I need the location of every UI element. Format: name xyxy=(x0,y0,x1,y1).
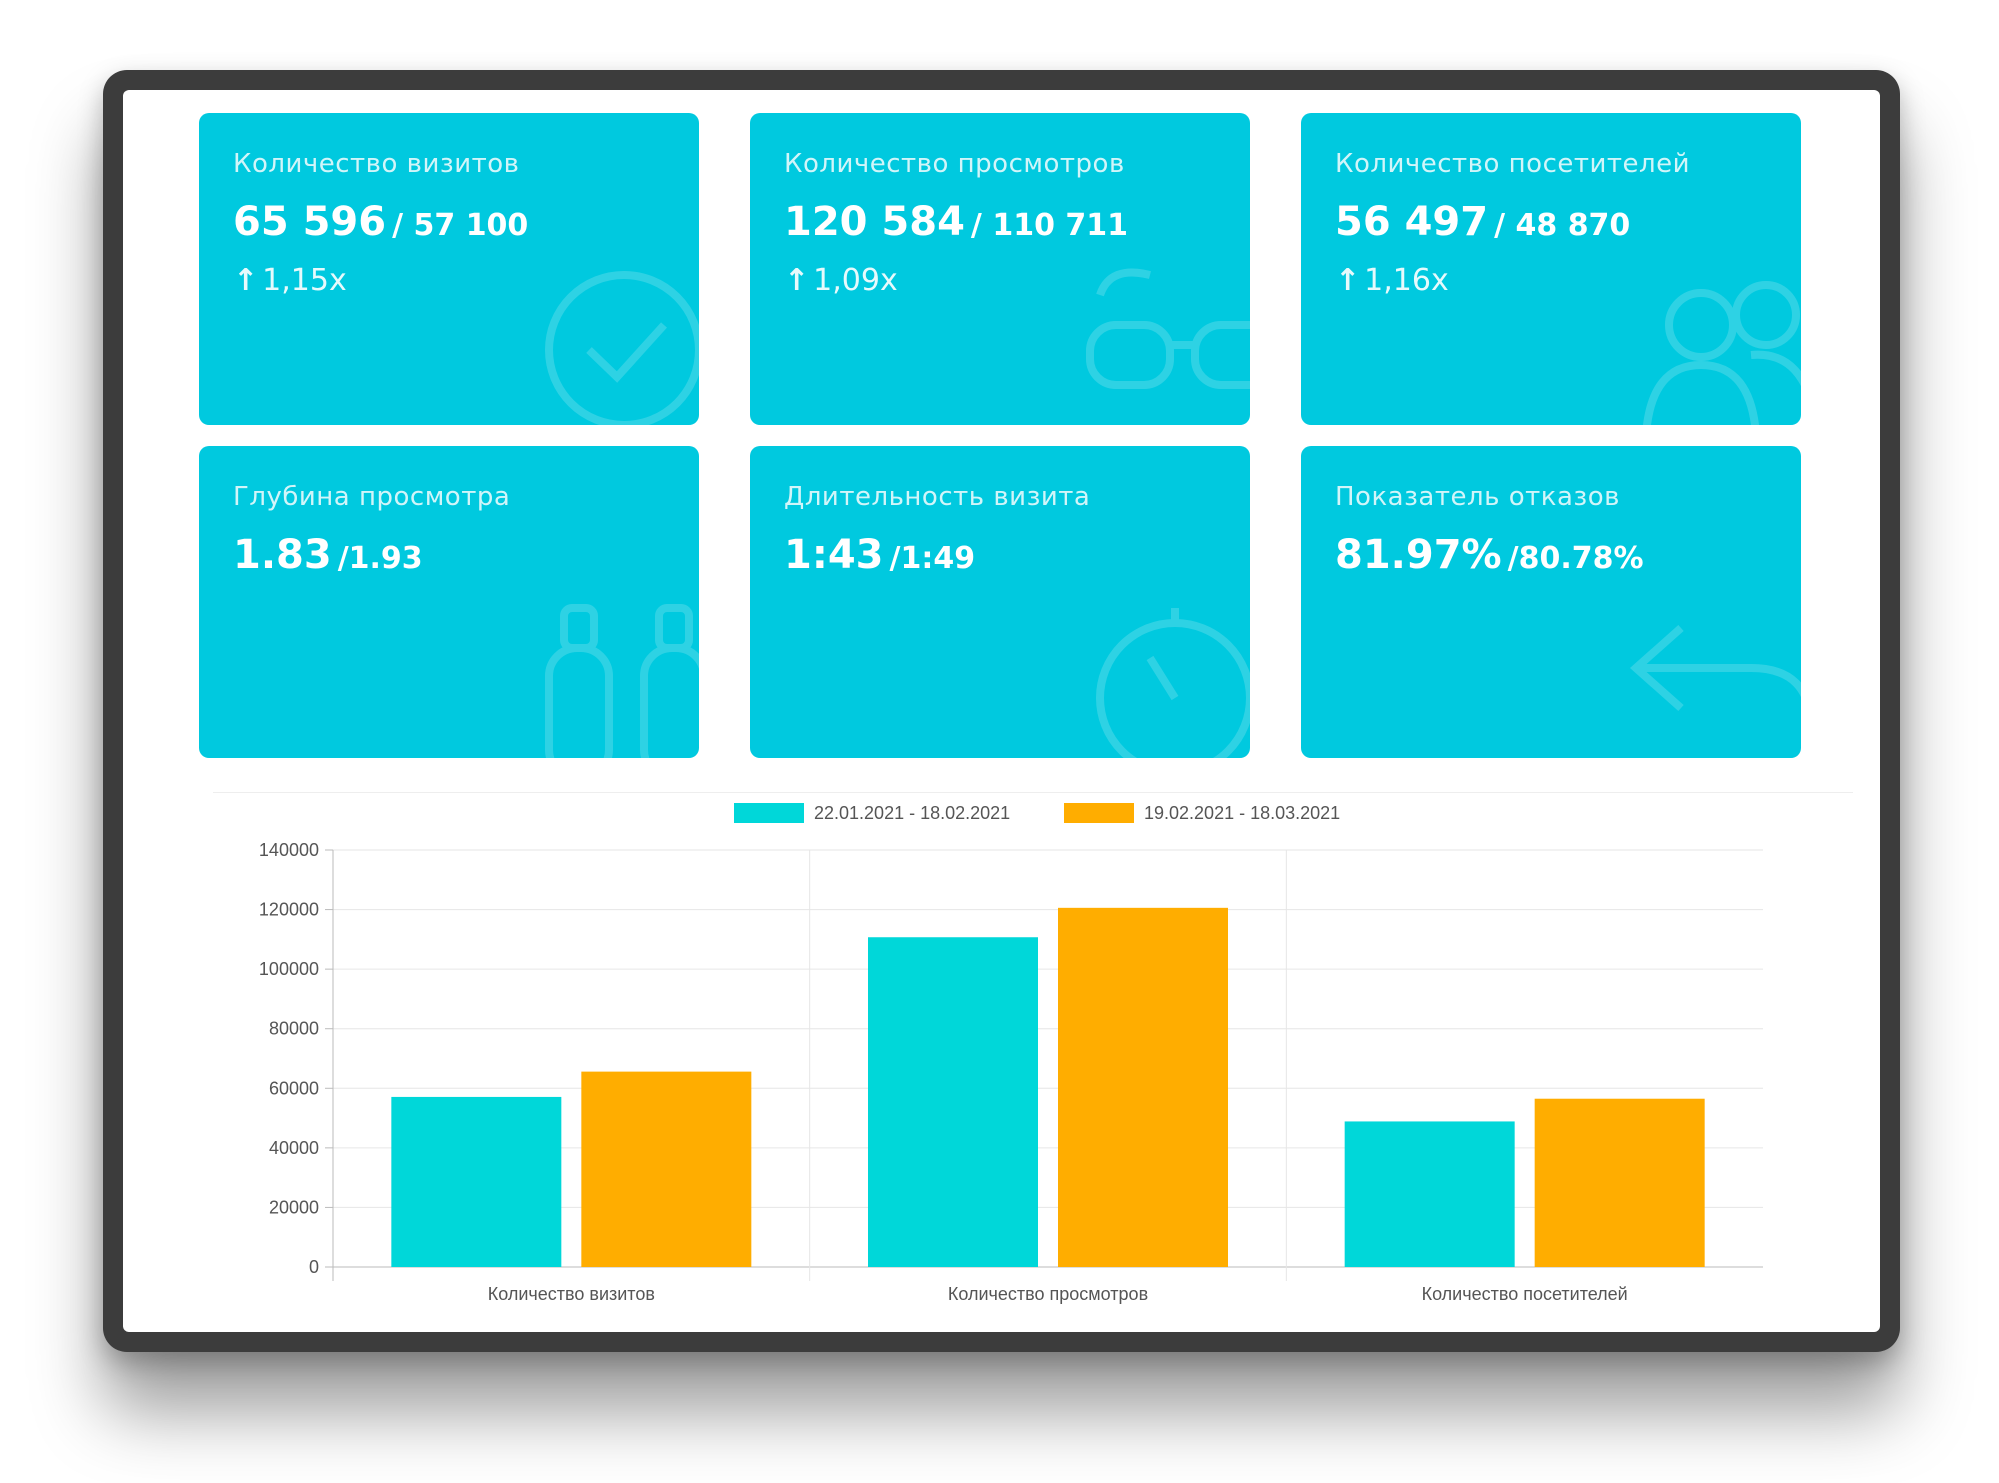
y-tick-label: 80000 xyxy=(269,1019,319,1039)
card-change-value: 1,16x xyxy=(1364,263,1449,298)
binoculars-icon xyxy=(545,604,699,758)
bar[interactable] xyxy=(1344,1121,1515,1267)
arrow-up-icon: ↑ xyxy=(784,263,810,298)
glasses-icon xyxy=(1086,268,1250,389)
card-value: 65 596/ 57 100 xyxy=(233,199,528,245)
card-current-value: 56 497 xyxy=(1335,199,1489,245)
card-previous-value: /1:49 xyxy=(889,541,976,576)
chart-legend: 22.01.2021 - 18.02.2021 19.02.2021 - 18.0… xyxy=(734,803,1340,823)
y-tick-label: 60000 xyxy=(269,1078,319,1098)
legend-swatch xyxy=(734,803,804,823)
y-tick-label: 140000 xyxy=(259,840,319,860)
metric-card-depth: Глубина просмотра 1.83/1.93 xyxy=(199,446,699,758)
bar[interactable] xyxy=(581,1071,752,1267)
card-value: 1:43/1:49 xyxy=(784,532,975,578)
stopwatch-icon xyxy=(1096,608,1250,758)
bar[interactable] xyxy=(1534,1098,1705,1267)
card-title: Глубина просмотра xyxy=(233,482,511,512)
card-title: Количество просмотров xyxy=(784,149,1125,179)
card-value: 81.97%/80.78% xyxy=(1335,532,1644,578)
card-value: 56 497/ 48 870 xyxy=(1335,199,1630,245)
metric-card-views: Количество просмотров 120 584/ 110 711 ↑… xyxy=(750,113,1250,425)
metric-card-visits: Количество визитов 65 596/ 57 100 ↑ 1,15x xyxy=(199,113,699,425)
card-change-value: 1,15x xyxy=(262,263,347,298)
check-circle-icon xyxy=(545,271,699,425)
arrow-up-icon: ↑ xyxy=(1335,263,1361,298)
back-arrow-icon xyxy=(1629,625,1801,711)
card-current-value: 1.83 xyxy=(233,532,332,578)
card-value: 120 584/ 110 711 xyxy=(784,199,1128,245)
legend-label[interactable]: 22.01.2021 - 18.02.2021 xyxy=(814,803,1010,823)
comparison-bar-chart: 0 20000 40000 60000 80000 100000 120000 140000 К… xyxy=(259,803,1763,1304)
card-change: ↑ 1,16x xyxy=(1335,263,1449,298)
x-tick-label: Количество просмотров xyxy=(948,1284,1148,1304)
users-icon xyxy=(1643,281,1801,425)
card-title: Количество посетителей xyxy=(1335,149,1691,179)
bar[interactable] xyxy=(868,937,1038,1267)
chart-bars xyxy=(391,907,1705,1267)
metric-card-duration: Длительность визита 1:43/1:49 xyxy=(750,446,1250,758)
card-previous-value: /1.93 xyxy=(337,541,423,576)
card-change: ↑ 1,15x xyxy=(233,263,347,298)
card-title: Длительность визита xyxy=(784,482,1091,512)
card-current-value: 65 596 xyxy=(233,199,387,245)
card-current-value: 1:43 xyxy=(784,532,884,578)
bar[interactable] xyxy=(1058,907,1228,1267)
legend-label[interactable]: 19.02.2021 - 18.03.2021 xyxy=(1144,803,1340,823)
card-title: Показатель отказов xyxy=(1335,482,1620,512)
legend-swatch xyxy=(1064,803,1134,823)
x-tick-label: Количество посетителей xyxy=(1422,1284,1628,1304)
chart-grid xyxy=(333,849,1763,1281)
card-current-value: 81.97% xyxy=(1335,532,1502,578)
y-tick-label: 40000 xyxy=(269,1138,319,1158)
y-tick-label: 20000 xyxy=(269,1197,319,1217)
metric-card-bounce-rate: Показатель отказов 81.97%/80.78% xyxy=(1301,446,1801,758)
card-change: ↑ 1,09x xyxy=(784,263,898,298)
card-value: 1.83/1.93 xyxy=(233,532,423,578)
y-tick-label: 0 xyxy=(309,1257,319,1277)
card-previous-value: /80.78% xyxy=(1507,541,1644,576)
bar[interactable] xyxy=(391,1096,562,1267)
card-title: Количество визитов xyxy=(233,149,520,179)
card-current-value: 120 584 xyxy=(784,199,965,245)
section-divider xyxy=(213,792,1853,793)
y-tick-label: 100000 xyxy=(259,959,319,979)
card-previous-value: / 57 100 xyxy=(392,208,529,243)
chart-axes: 0 20000 40000 60000 80000 100000 120000 140000 К… xyxy=(259,840,1628,1304)
card-change-value: 1,09x xyxy=(813,263,898,298)
y-tick-label: 120000 xyxy=(259,900,319,920)
card-previous-value: / 110 711 xyxy=(970,208,1129,243)
x-tick-label: Количество визитов xyxy=(488,1284,655,1304)
dashboard-screen: Количество визитов 65 596/ 57 100 ↑ 1,15x… xyxy=(123,90,1880,1332)
card-previous-value: / 48 870 xyxy=(1494,208,1631,243)
metric-card-visitors: Количество посетителей 56 497/ 48 870 ↑ 1… xyxy=(1301,113,1801,425)
arrow-up-icon: ↑ xyxy=(233,263,259,298)
